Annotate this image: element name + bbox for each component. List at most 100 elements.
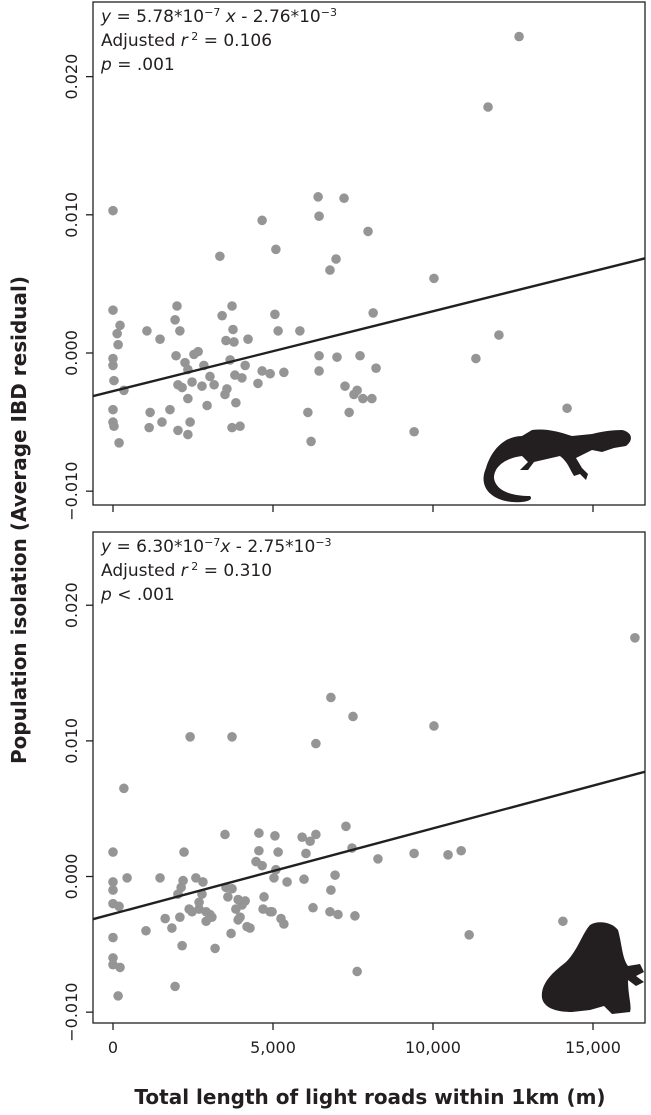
data-point bbox=[112, 328, 122, 339]
data-point bbox=[108, 885, 118, 895]
data-point bbox=[217, 310, 227, 321]
data-point bbox=[267, 906, 277, 917]
data-point bbox=[630, 632, 640, 643]
data-point bbox=[303, 407, 313, 418]
data-point bbox=[270, 309, 280, 320]
annotation-run: x bbox=[220, 7, 236, 27]
data-point bbox=[222, 384, 232, 394]
y-tick-label: 0.010 bbox=[62, 718, 81, 764]
data-point bbox=[368, 308, 378, 318]
data-point bbox=[363, 226, 373, 237]
data-point bbox=[114, 901, 124, 912]
x-tick-label: 5,000 bbox=[250, 1038, 296, 1057]
data-point bbox=[333, 909, 343, 920]
regression-line bbox=[93, 770, 645, 921]
data-point bbox=[306, 436, 316, 447]
y-tick-label: 0.010 bbox=[62, 192, 81, 238]
data-point bbox=[271, 244, 281, 255]
data-point bbox=[171, 350, 181, 361]
annotation-run: y bbox=[100, 7, 112, 27]
annotation-run: - 2.75*10 bbox=[230, 537, 315, 557]
y-tick-label: 0.020 bbox=[62, 582, 81, 628]
data-point bbox=[108, 877, 118, 887]
data-point bbox=[257, 366, 267, 376]
data-point bbox=[235, 912, 245, 923]
y-axis-label: Population isolation (Average IBD residu… bbox=[7, 276, 31, 764]
data-point bbox=[198, 877, 208, 887]
data-point bbox=[562, 403, 572, 414]
data-point bbox=[155, 873, 165, 883]
data-point bbox=[226, 928, 236, 939]
data-point bbox=[311, 829, 321, 840]
data-point bbox=[305, 836, 315, 847]
data-point bbox=[231, 397, 241, 408]
annotation-run: 2 bbox=[188, 560, 199, 573]
regression-line bbox=[93, 257, 645, 398]
data-point bbox=[155, 334, 165, 344]
data-point bbox=[344, 407, 354, 418]
data-point bbox=[254, 845, 264, 856]
annotation-run: = 6.30*10 bbox=[111, 537, 204, 557]
data-point bbox=[193, 346, 203, 357]
data-point bbox=[257, 860, 267, 871]
data-point bbox=[265, 368, 275, 379]
data-point bbox=[558, 916, 568, 927]
annotation-run: = 0.310 bbox=[198, 561, 272, 581]
x-tick-label: 10,000 bbox=[405, 1038, 461, 1057]
data-point bbox=[456, 845, 466, 856]
data-point bbox=[308, 902, 318, 913]
annotation-line: y = 5.78*10−7 x - 2.76*10−3 bbox=[100, 6, 337, 27]
data-point bbox=[183, 429, 193, 440]
data-point bbox=[483, 102, 493, 112]
data-point bbox=[113, 991, 123, 1001]
data-point bbox=[350, 911, 360, 921]
data-point bbox=[429, 721, 439, 731]
plot-frame bbox=[92, 1, 646, 506]
data-point bbox=[165, 404, 175, 415]
plot-frame bbox=[92, 531, 646, 1024]
y-tick-label: −0.010 bbox=[62, 462, 81, 521]
annotation-run: r bbox=[181, 561, 189, 581]
data-point bbox=[273, 326, 283, 336]
data-point bbox=[471, 353, 481, 364]
data-point bbox=[259, 892, 269, 902]
data-point bbox=[113, 339, 123, 350]
data-point bbox=[205, 371, 215, 382]
data-point bbox=[114, 438, 124, 448]
data-point bbox=[108, 305, 118, 315]
data-point bbox=[108, 353, 118, 364]
data-point bbox=[115, 320, 125, 331]
data-point bbox=[355, 350, 365, 361]
data-point bbox=[209, 379, 219, 390]
data-point bbox=[167, 923, 177, 933]
data-point bbox=[220, 829, 230, 840]
y-tick-label: 0.000 bbox=[62, 330, 81, 376]
data-point bbox=[228, 324, 238, 335]
data-point bbox=[119, 783, 129, 794]
data-point bbox=[227, 732, 237, 742]
data-point bbox=[175, 326, 185, 336]
data-point bbox=[194, 897, 204, 908]
data-point bbox=[185, 417, 195, 427]
data-point bbox=[145, 407, 155, 418]
data-point bbox=[210, 943, 220, 954]
data-point bbox=[227, 422, 237, 433]
x-tick-label: 15,000 bbox=[565, 1038, 621, 1057]
data-point bbox=[108, 932, 118, 943]
data-point bbox=[313, 192, 323, 202]
data-point bbox=[227, 883, 237, 894]
data-point bbox=[348, 711, 358, 722]
data-point bbox=[221, 335, 231, 346]
data-point bbox=[352, 966, 362, 977]
annotation-run: Adjusted bbox=[101, 31, 181, 51]
data-point bbox=[341, 821, 351, 832]
data-point bbox=[301, 848, 311, 859]
data-point bbox=[207, 912, 217, 923]
data-point bbox=[108, 953, 118, 963]
data-point bbox=[175, 912, 185, 923]
annotation-run: < .001 bbox=[112, 585, 175, 605]
data-point bbox=[367, 393, 377, 404]
data-point bbox=[179, 847, 189, 857]
data-point bbox=[223, 892, 233, 902]
